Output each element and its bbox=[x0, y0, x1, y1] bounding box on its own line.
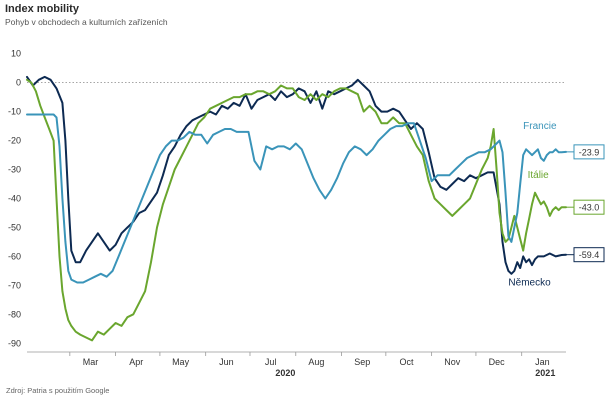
y-tick-label: -40 bbox=[8, 194, 21, 204]
y-tick-label: -80 bbox=[8, 309, 21, 319]
y-tick-label: 0 bbox=[16, 78, 21, 88]
x-tick-label: Aug bbox=[308, 357, 324, 367]
series-label: Německo bbox=[508, 277, 551, 288]
x-tick-label: Jan bbox=[535, 357, 550, 367]
series-line-itálie bbox=[26, 78, 567, 342]
end-value-label: -59.4 bbox=[579, 250, 600, 260]
x-tick-label: Dec bbox=[489, 357, 506, 367]
y-tick-label: 10 bbox=[11, 49, 21, 59]
end-value-box bbox=[573, 199, 605, 215]
chart-subtitle: Pohyb v obchodech a kulturních zařízeníc… bbox=[5, 17, 168, 27]
x-tick-label: Oct bbox=[400, 357, 415, 367]
y-tick-label: -60 bbox=[8, 251, 21, 261]
year-label: 2020 bbox=[275, 368, 295, 378]
chart-title: Index mobility bbox=[5, 3, 79, 15]
x-tick-label: Jun bbox=[219, 357, 234, 367]
y-tick-label: -50 bbox=[8, 222, 21, 232]
x-tick-label: May bbox=[172, 357, 190, 367]
y-tick-label: -10 bbox=[8, 107, 21, 117]
end-value-label: -43.0 bbox=[579, 203, 600, 213]
y-tick-label: -90 bbox=[8, 338, 21, 348]
end-value-box bbox=[573, 144, 605, 160]
series-line-francie bbox=[26, 113, 567, 284]
x-tick-label: Nov bbox=[444, 357, 461, 367]
x-tick-label: Mar bbox=[83, 357, 99, 367]
x-tick-label: Jul bbox=[265, 357, 277, 367]
y-tick-label: -30 bbox=[8, 165, 21, 175]
end-value-label: -23.9 bbox=[579, 147, 600, 157]
y-tick-label: -20 bbox=[8, 136, 21, 146]
x-tick-label: Apr bbox=[129, 357, 143, 367]
y-tick-label: -70 bbox=[8, 280, 21, 290]
series-label: Itálie bbox=[528, 170, 550, 181]
source-note: Zdroj: Patria s použitím Google bbox=[6, 386, 110, 395]
series-label: Francie bbox=[523, 121, 557, 132]
series-line-německo bbox=[26, 75, 567, 275]
x-tick-label: Sep bbox=[354, 357, 370, 367]
end-value-box bbox=[573, 247, 605, 263]
year-label: 2021 bbox=[535, 368, 555, 378]
